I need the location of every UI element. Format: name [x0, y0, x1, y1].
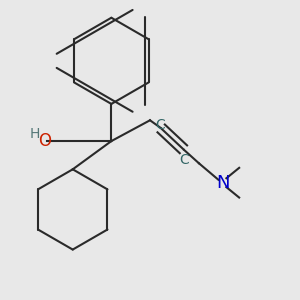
Text: H: H: [29, 127, 40, 141]
Text: O: O: [38, 132, 51, 150]
Text: C: C: [179, 153, 189, 167]
Text: C: C: [155, 118, 165, 132]
Text: N: N: [216, 174, 230, 192]
